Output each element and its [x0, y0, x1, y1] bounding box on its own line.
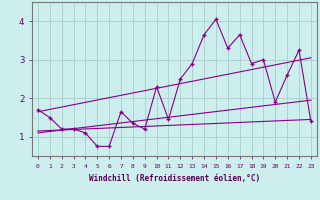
X-axis label: Windchill (Refroidissement éolien,°C): Windchill (Refroidissement éolien,°C): [89, 174, 260, 183]
